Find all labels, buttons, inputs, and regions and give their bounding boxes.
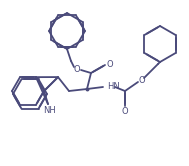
Text: O: O [122,107,128,116]
Text: HN: HN [107,82,120,90]
Text: O: O [74,65,80,74]
Text: O: O [107,59,113,69]
Text: NH: NH [43,106,55,115]
Text: O: O [139,76,145,84]
